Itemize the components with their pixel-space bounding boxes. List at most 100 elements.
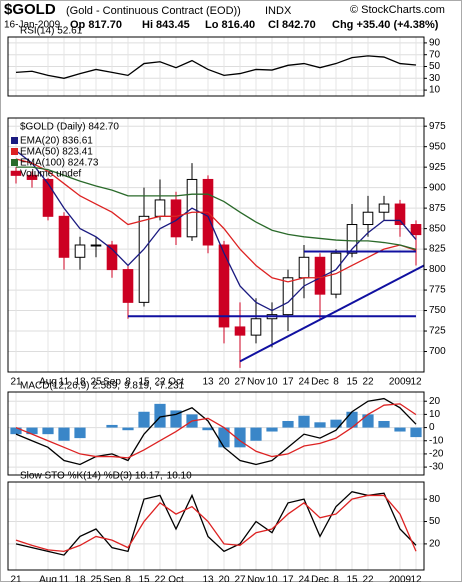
y-tick-label: 775 (429, 285, 446, 296)
x-tick-label: 13 (202, 377, 214, 388)
bar (394, 427, 406, 432)
x-tick-label: 22 (362, 377, 374, 388)
panel-border (7, 481, 425, 571)
bar (330, 419, 342, 428)
candle-body (394, 203, 406, 226)
name: (Gold - Continuous Contract (EOD)) (66, 5, 241, 17)
series-line (15, 158, 417, 283)
x-tick-label: 21 (10, 575, 22, 582)
x-tick-label: 10 (266, 575, 278, 582)
x-tick-label: 18 (74, 377, 86, 388)
legend-entry: Slow STO %K(14) %D(3) 18.17, (20, 471, 163, 482)
candle-body (410, 224, 422, 236)
x-tick-label: 11 (59, 575, 70, 582)
bar (106, 424, 118, 428)
x-tick-label: Sep (103, 575, 121, 582)
y-tick-label: 70 (429, 49, 441, 60)
candle-body (106, 244, 118, 271)
x-tick-label: 22 (362, 575, 374, 582)
x-tick-label: Nov (247, 575, 265, 582)
x-tick-label: Oct (168, 575, 184, 582)
x-tick-label: 8 (125, 575, 131, 582)
candle-body (378, 203, 390, 213)
y-tick-label: 975 (429, 121, 446, 132)
x-tick-label: 15 (138, 377, 150, 388)
y-tick-label: 30 (429, 73, 441, 84)
low: Lo 816.40 (205, 19, 255, 31)
bar (42, 427, 54, 435)
x-tick-label: 20 (218, 575, 230, 582)
credit: © StockCharts.com (350, 4, 445, 16)
candle-body (170, 199, 182, 238)
x-tick-label: 18 (74, 575, 86, 582)
candle-body (346, 224, 358, 254)
bar (202, 427, 214, 431)
bar (58, 427, 70, 441)
bar (378, 420, 390, 428)
x-tick-label: 22 (154, 377, 166, 388)
x-tick-label: 2009 (389, 575, 412, 582)
candle-body (362, 211, 374, 226)
legend-entry: 10.10 (167, 471, 192, 482)
x-tick-label: Dec (311, 377, 329, 388)
bar (218, 427, 230, 448)
panel-border (7, 391, 425, 476)
panel-border (7, 36, 425, 97)
x-tick-label: 12 (410, 377, 422, 388)
x-tick-label: 8 (333, 377, 339, 388)
bar (362, 414, 374, 428)
candle-body (26, 174, 38, 180)
x-tick-label: 24 (298, 575, 310, 582)
y-tick-label: 950 (429, 141, 446, 152)
legend-entry: MACD(12,26,9) 2.589, (20, 381, 120, 392)
bar (266, 427, 278, 432)
legend-note: Volume undef (20, 169, 81, 180)
candle-body (282, 277, 294, 316)
bar (154, 403, 166, 428)
bar (314, 422, 326, 428)
high: Hi 843.45 (142, 19, 190, 31)
x-tick-label: 27 (234, 377, 246, 388)
series-line (15, 55, 417, 79)
x-tick-label: Aug (39, 575, 57, 582)
x-tick-label: 24 (298, 377, 310, 388)
x-tick-label: 12 (410, 575, 422, 582)
x-tick-label: 15 (346, 377, 358, 388)
exchange: INDX (265, 5, 292, 17)
open: Op 817.70 (70, 19, 122, 31)
candle-body (90, 244, 102, 247)
legend-entry: 9.819, (124, 381, 152, 392)
y-tick-label: 925 (429, 162, 446, 173)
bar (410, 427, 422, 438)
y-tick-label: 800 (429, 264, 446, 275)
x-tick-label: 20 (218, 377, 230, 388)
x-tick-label: 15 (346, 575, 358, 582)
candle-body (234, 326, 246, 336)
series-line (15, 494, 417, 553)
candle-body (154, 199, 166, 217)
y-tick-label: 900 (429, 182, 446, 193)
candle-body (138, 215, 150, 303)
y-tick-label: 700 (429, 346, 446, 357)
x-tick-label: Aug (39, 377, 57, 388)
x-tick-label: 2009 (389, 377, 412, 388)
bar (170, 410, 182, 428)
candle-body (218, 244, 230, 328)
x-tick-label: 8 (125, 377, 131, 388)
y-tick-label: 750 (429, 305, 446, 316)
date: 16-Jan-2009 (4, 20, 61, 31)
bar (74, 427, 86, 439)
legend-entry: EMA(20) 836.61 (20, 136, 93, 147)
y-tick-label: 20 (429, 539, 441, 550)
change: Chg +35.40 (+4.38%) (332, 19, 439, 31)
x-tick-label: Nov (247, 377, 265, 388)
x-tick-label: 8 (333, 575, 339, 582)
candle-body (10, 170, 22, 176)
legend-entry: EMA(50) 823.41 (20, 147, 93, 158)
x-tick-label: 21 (10, 377, 22, 388)
series-line (15, 490, 417, 556)
bar (138, 411, 150, 428)
y-tick-label: 50 (429, 61, 441, 72)
series-line (16, 166, 417, 250)
x-tick-label: Sep (103, 377, 121, 388)
